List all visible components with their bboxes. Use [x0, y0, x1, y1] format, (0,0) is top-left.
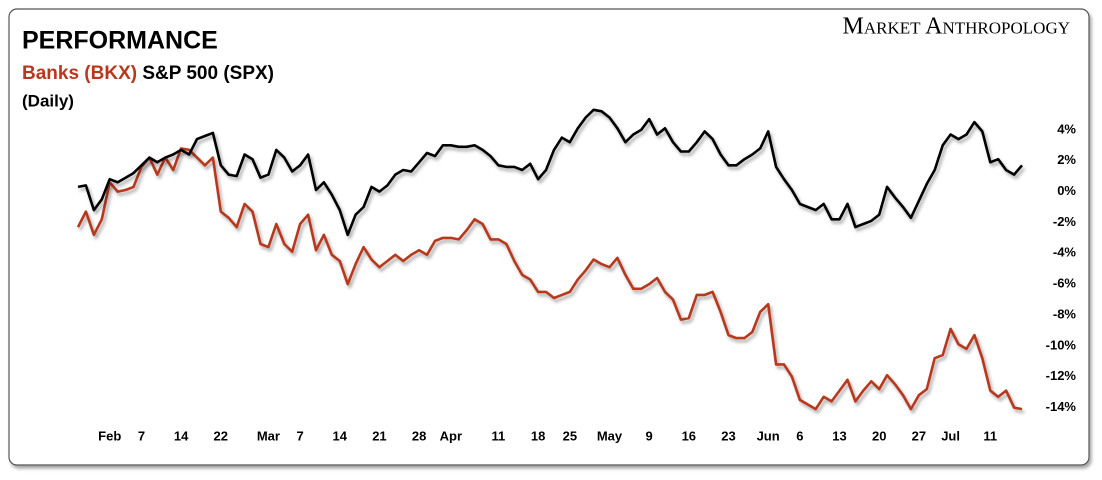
x-tick-label: 14 — [174, 428, 189, 443]
x-tick-label: 9 — [646, 428, 653, 443]
x-tick-label: 23 — [721, 428, 735, 443]
x-tick-label: 11 — [983, 428, 997, 443]
x-tick-label: May — [597, 428, 623, 443]
x-tick-label: 16 — [682, 428, 696, 443]
y-tick-label: 4% — [1057, 121, 1076, 136]
x-tick-label: Feb — [98, 428, 121, 443]
y-tick-label: -4% — [1053, 245, 1077, 260]
x-tick-label: 13 — [832, 428, 846, 443]
y-tick-label: -2% — [1053, 214, 1077, 229]
legend-entry: Banks (BKX) — [22, 63, 137, 84]
x-tick-label: 22 — [214, 428, 228, 443]
x-tick-label: 27 — [912, 428, 926, 443]
x-tick-label: Jun — [757, 428, 780, 443]
x-tick-label: 6 — [796, 428, 803, 443]
y-tick-label: 0% — [1057, 183, 1076, 198]
x-tick-label: 18 — [531, 428, 545, 443]
chart-title: PERFORMANCE — [22, 27, 218, 55]
y-tick-label: 2% — [1057, 152, 1076, 167]
x-tick-label: 7 — [297, 428, 304, 443]
series-line — [77, 108, 1023, 237]
y-tick-label: -12% — [1046, 368, 1077, 383]
chart-subtitle: (Daily) — [22, 91, 74, 110]
legend-entry: S&P 500 (SPX) — [142, 63, 274, 84]
y-tick-label: -6% — [1053, 276, 1077, 291]
legend: Banks (BKX) S&P 500 (SPX) — [22, 63, 274, 84]
x-tick-label: Apr — [440, 428, 462, 443]
x-tick-label: 28 — [412, 428, 426, 443]
brand: Market Anthropology — [842, 14, 1070, 40]
series-line — [76, 147, 1023, 411]
y-tick-label: -14% — [1046, 399, 1077, 414]
x-tick-label: 7 — [138, 428, 145, 443]
frame — [8, 8, 1090, 466]
x-tick-label: 14 — [333, 428, 348, 443]
x-tick-label: 21 — [372, 428, 386, 443]
x-tick-label: Mar — [257, 428, 280, 443]
x-tick-label: 11 — [492, 428, 506, 443]
x-tick-label: Jul — [941, 428, 960, 443]
y-tick-label: -8% — [1053, 306, 1077, 321]
x-tick-label: 25 — [563, 428, 577, 443]
x-tick-label: 20 — [872, 428, 886, 443]
y-tick-label: -10% — [1046, 337, 1077, 352]
